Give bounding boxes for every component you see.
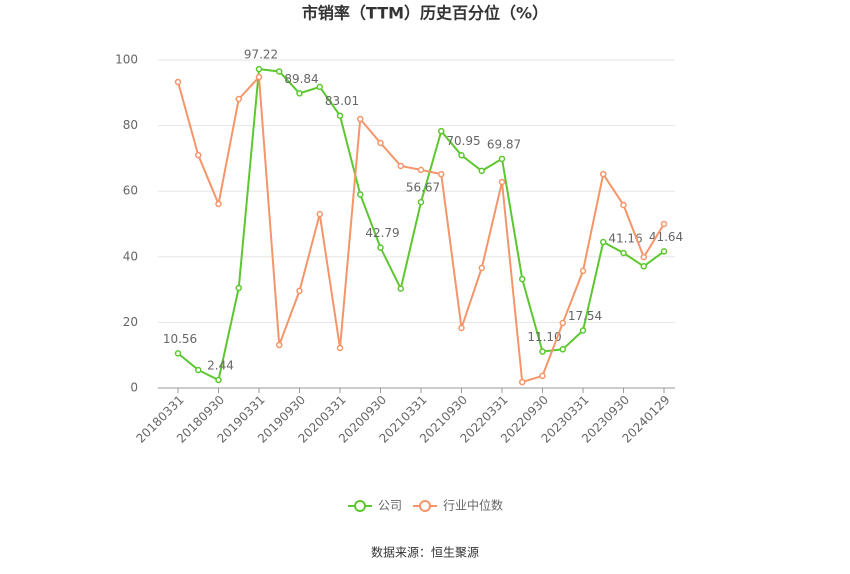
legend-item: 公司 [348, 499, 402, 513]
point [397, 162, 404, 170]
legend-marker [419, 500, 431, 512]
point [235, 95, 242, 103]
y-tick-label: 100 [115, 53, 138, 67]
point [519, 275, 526, 283]
y-tick-label: 20 [123, 315, 138, 329]
legend-label: 行业中位数 [443, 498, 503, 513]
point [174, 350, 182, 357]
source-note: 数据来源：恒生聚源 [371, 545, 479, 560]
point [660, 220, 668, 228]
point [620, 201, 627, 209]
legend-item: 行业中位数 [413, 498, 503, 513]
point [600, 170, 607, 178]
point [276, 341, 283, 349]
point [640, 253, 647, 261]
point [559, 346, 566, 353]
legend-marker [354, 500, 366, 512]
point [478, 167, 485, 175]
point [559, 319, 566, 327]
point [498, 155, 506, 163]
data-label: 11.10 [527, 330, 561, 344]
point [458, 324, 465, 332]
point [458, 152, 465, 159]
y-tick-label: 60 [123, 184, 138, 198]
point [377, 244, 384, 251]
point [255, 65, 263, 73]
point [215, 200, 222, 208]
point [417, 166, 425, 174]
data-label: 97.22 [244, 48, 278, 62]
data-label: 70.95 [446, 134, 480, 148]
point [397, 285, 404, 292]
series-line [177, 74, 665, 384]
point [255, 73, 263, 81]
point [539, 372, 546, 380]
point [296, 287, 303, 295]
point [600, 238, 607, 246]
data-label: 56.67 [406, 181, 440, 195]
point [478, 264, 485, 272]
chart-title: 市销率（TTM）历史百分位（%） [302, 4, 548, 23]
point [377, 139, 384, 147]
point [620, 249, 627, 257]
point [539, 348, 546, 355]
point [498, 178, 506, 186]
y-tick-label: 40 [123, 249, 138, 263]
point [174, 78, 182, 86]
point [316, 210, 323, 218]
legend-label: 公司 [378, 499, 402, 513]
data-label: 17.54 [568, 309, 602, 323]
point [579, 327, 587, 334]
point [438, 127, 445, 135]
point [579, 267, 587, 275]
y-tick-label: 80 [123, 118, 138, 132]
point [195, 151, 202, 159]
data-label: 10.56 [163, 332, 197, 346]
point [640, 263, 647, 270]
data-label: 69.87 [487, 137, 521, 151]
point [660, 248, 668, 255]
point [235, 284, 242, 292]
point [336, 112, 344, 119]
point [276, 68, 283, 75]
point [195, 366, 202, 374]
point [215, 376, 222, 384]
y-tick-label: 0 [130, 381, 138, 395]
series-line [177, 68, 665, 382]
point [438, 170, 445, 178]
point [417, 198, 425, 206]
point [336, 344, 344, 352]
point [357, 115, 364, 123]
data-label: 2.44 [207, 358, 234, 372]
point [296, 90, 303, 97]
data-label: 89.84 [284, 72, 318, 86]
data-label: 83.01 [325, 94, 359, 108]
point [316, 83, 323, 91]
point [519, 378, 526, 386]
data-label: 42.79 [365, 226, 399, 240]
point [357, 191, 364, 198]
